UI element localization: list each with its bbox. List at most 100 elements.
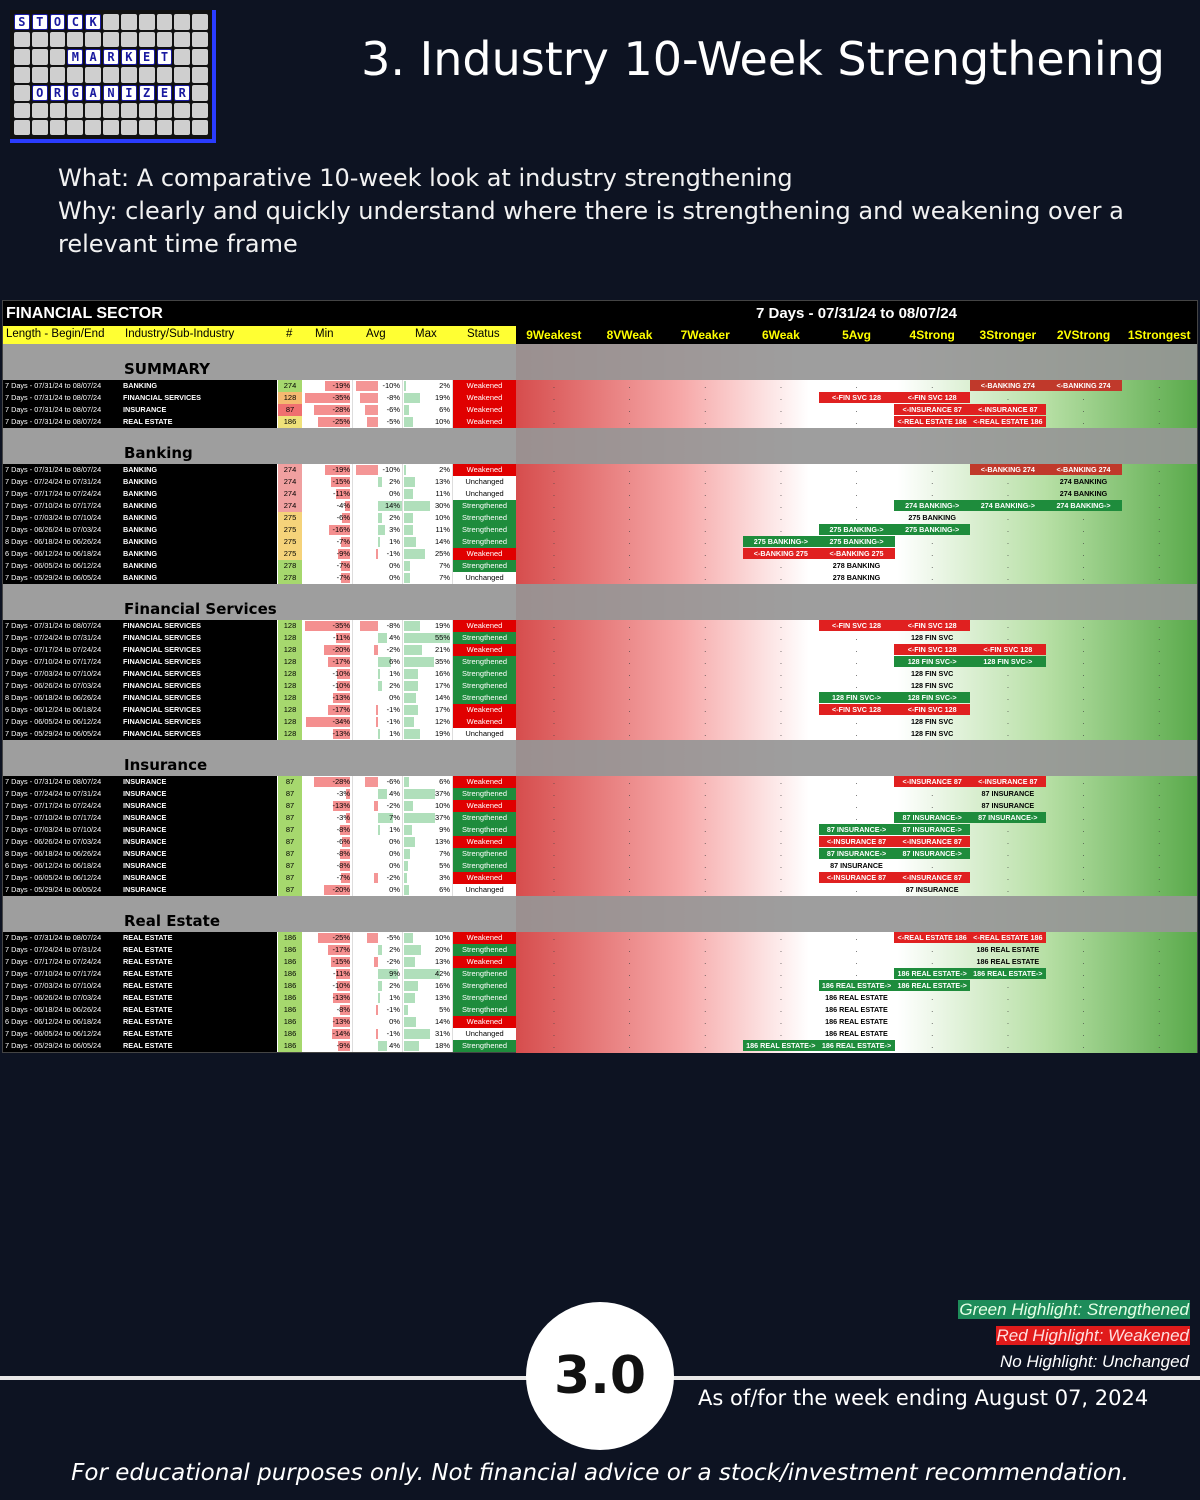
rank-placeholder: . — [628, 777, 631, 786]
min-bar — [304, 621, 350, 631]
rank-placeholder: . — [855, 813, 858, 822]
logo-letter: Z — [138, 84, 155, 101]
table-row: 7 Days - 07/03/24 to 07/10/24 FINANCIAL S… — [3, 668, 1197, 680]
rank-placeholder: . — [931, 513, 934, 522]
rank-tag: <-INSURANCE 87 — [894, 776, 971, 787]
rank-placeholder: . — [779, 789, 783, 798]
rank-placeholder: . — [931, 549, 934, 558]
row-period: 6 Days - 06/12/24 to 06/18/24 — [5, 549, 102, 558]
table-row: 7 Days - 07/31/24 to 08/07/24 REAL ESTATE… — [3, 932, 1197, 944]
rank-tag: 274 BANKING — [1059, 477, 1108, 486]
rank-placeholder: . — [628, 1017, 631, 1026]
rank-placeholder: . — [704, 501, 707, 510]
rank-placeholder: . — [855, 777, 858, 786]
logo-tile — [192, 84, 208, 101]
row-label: 6 Days - 06/12/24 to 06/18/24 INSURANCE — [3, 860, 277, 872]
row-period: 7 Days - 07/10/24 to 07/17/24 — [5, 501, 102, 510]
rank-placeholder: . — [1158, 513, 1161, 522]
row-avg: -10% — [353, 380, 403, 392]
row-period: 7 Days - 07/31/24 to 08/07/24 — [5, 621, 102, 630]
row-min: -7% — [303, 872, 353, 884]
rank-placeholder: . — [1006, 513, 1010, 522]
row-avg: -10% — [353, 464, 403, 476]
row-min: -8% — [303, 1004, 353, 1016]
row-label: 8 Days - 06/18/24 to 06/26/24 INSURANCE — [3, 848, 277, 860]
logo-letter: R — [103, 49, 119, 66]
avg-bar — [375, 1029, 378, 1039]
rank-placeholder: . — [628, 789, 631, 798]
row-label: 7 Days - 06/26/24 to 07/03/24 BANKING — [3, 524, 277, 536]
avg-bar — [360, 393, 378, 403]
row-max: 7% — [403, 572, 453, 584]
row-industry: FINANCIAL SERVICES — [123, 693, 201, 702]
rank-placeholder: . — [779, 693, 783, 702]
rank-placeholder: . — [931, 633, 934, 642]
rank-placeholder: . — [704, 477, 707, 486]
rank-tag: <-INSURANCE 87 — [894, 836, 971, 847]
row-avg: 4% — [353, 632, 403, 644]
logo-tile — [174, 49, 191, 66]
rank-placeholder: . — [704, 657, 707, 666]
description: What: A comparative 10-week look at indu… — [58, 162, 1148, 261]
rank-tag: <-INSURANCE 87 — [818, 872, 895, 883]
status-badge: Unchanged — [453, 476, 516, 488]
status-badge: Strengthened — [453, 512, 516, 524]
row-max: 37% — [403, 788, 453, 800]
avg-bar — [378, 945, 383, 955]
row-industry: FINANCIAL SERVICES — [123, 729, 201, 738]
rank-placeholder: . — [704, 933, 707, 942]
max-bar — [404, 801, 413, 811]
table-row: 7 Days - 07/24/24 to 07/31/24 FINANCIAL S… — [3, 632, 1197, 644]
rank-placeholder: . — [552, 513, 556, 522]
logo-letter: E — [156, 84, 173, 101]
row-industry: FINANCIAL SERVICES — [123, 717, 201, 726]
rank-placeholder: . — [855, 417, 858, 426]
rank-tag: <-INSURANCE 87 — [969, 776, 1046, 787]
rank-placeholder: . — [779, 633, 783, 642]
row-label: 7 Days - 07/03/24 to 07/10/24 INSURANCE — [3, 824, 277, 836]
rank-placeholder: . — [779, 777, 783, 786]
row-count: 87 — [278, 824, 302, 836]
rank-tag: 87 INSURANCE — [830, 861, 883, 870]
sheet-title-bar: FINANCIAL SECTOR 7 Days - 07/31/24 to 08… — [3, 301, 1197, 326]
rank-placeholder: . — [779, 885, 783, 894]
avg-bar — [378, 789, 387, 799]
status-badge: Weakened — [453, 836, 516, 848]
row-label: 7 Days - 07/24/24 to 07/31/24 FINANCIAL S… — [3, 632, 277, 644]
row-industry: BANKING — [123, 525, 158, 534]
rank-placeholder: . — [628, 1029, 631, 1038]
row-avg: 1% — [353, 536, 403, 548]
logo-letter: K — [85, 14, 102, 30]
rank-placeholder: . — [628, 633, 631, 642]
row-industry: INSURANCE — [123, 825, 167, 834]
row-period: 7 Days - 07/31/24 to 08/07/24 — [5, 393, 102, 402]
logo-tile — [120, 119, 137, 135]
row-period: 7 Days - 07/24/24 to 07/31/24 — [5, 477, 102, 486]
min-bar — [330, 477, 350, 487]
rank-placeholder: . — [628, 729, 631, 738]
max-bar — [404, 837, 416, 847]
rank-placeholder: . — [779, 981, 783, 990]
min-bar — [342, 837, 350, 847]
row-avg: -1% — [353, 716, 403, 728]
rank-placeholder: . — [704, 525, 707, 534]
rank-tag: 128 FIN SVC — [910, 717, 954, 726]
avg-bar — [378, 825, 381, 835]
row-avg: -1% — [353, 1028, 403, 1040]
rank-placeholder: . — [1158, 717, 1161, 726]
logo-letter: A — [85, 84, 102, 101]
row-avg: -2% — [353, 956, 403, 968]
rank-placeholder: . — [1082, 873, 1085, 882]
rank-placeholder: . — [1082, 645, 1085, 654]
table-row: 7 Days - 05/29/24 to 06/05/24 FINANCIAL S… — [3, 728, 1197, 740]
row-max: 9% — [403, 824, 453, 836]
rank-placeholder: . — [1082, 1041, 1085, 1050]
section-title: Financial Services — [124, 600, 277, 618]
rank-placeholder: . — [779, 477, 783, 486]
rank-placeholder: . — [855, 993, 858, 1002]
row-max: 35% — [403, 656, 453, 668]
row-industry: REAL ESTATE — [123, 933, 173, 942]
rank-placeholder: . — [704, 885, 707, 894]
rank-placeholder: . — [1158, 657, 1161, 666]
rank-placeholder: . — [704, 1041, 707, 1050]
